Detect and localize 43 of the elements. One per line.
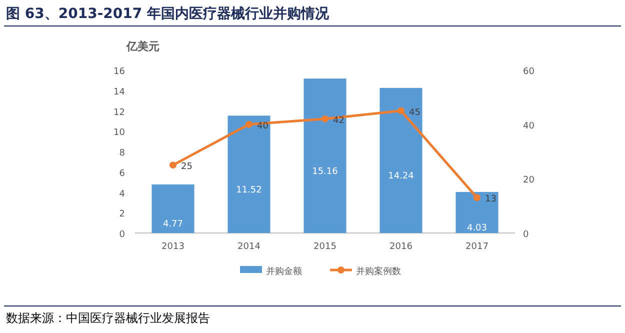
data-label: 14.24	[388, 171, 414, 182]
bar	[380, 88, 422, 233]
bar	[152, 184, 194, 233]
x-tick-label: 2014	[238, 242, 261, 252]
data-label: 45	[409, 108, 420, 118]
point	[474, 194, 480, 202]
data-label: 4.03	[466, 223, 488, 234]
source-note: 数据来源：中国医疗器械行业发展报告	[6, 311, 210, 325]
y2-tick-label: 60	[523, 67, 535, 77]
y-tick-label: 2	[119, 210, 125, 220]
x-tick-label: 2015	[314, 242, 336, 252]
y2-tick-label: 40	[523, 121, 535, 132]
data-label: 40	[257, 121, 269, 132]
x-tick-label: 2013	[162, 242, 184, 252]
y-tick-label: 4	[119, 189, 126, 200]
y-axis-title: 亿美元	[126, 40, 160, 53]
point	[322, 115, 328, 122]
data-label: 42	[333, 116, 344, 126]
data-label: 11.52	[236, 185, 262, 196]
x-tick-label: 2017	[466, 242, 488, 252]
bar	[456, 192, 498, 233]
data-label: 4.77	[162, 220, 184, 230]
data-label: 13	[485, 194, 496, 205]
y-tick-label: 14	[114, 87, 126, 98]
y2-tick-label: 0	[523, 230, 529, 240]
y-tick-label: 8	[119, 148, 126, 158]
y-tick-label: 10	[114, 128, 126, 138]
bar	[304, 78, 346, 233]
chart-title: 图 63、2013-2017 年国内医疗器械行业并购情况	[6, 5, 330, 22]
point	[170, 162, 176, 169]
x-tick-label: 2016	[390, 242, 413, 252]
y2-tick-label: 20	[523, 176, 535, 186]
legend-label: 并购金额	[266, 266, 302, 277]
point	[246, 120, 252, 128]
y-tick-label: 0	[119, 230, 126, 240]
y-tick-label: 16	[114, 67, 126, 77]
y-tick-label: 6	[119, 168, 126, 179]
data-label: 25	[181, 162, 192, 172]
bar	[228, 116, 270, 233]
y-tick-label: 12	[114, 108, 125, 118]
data-label: 15.16	[312, 166, 338, 177]
legend-label: 并购案例数	[356, 266, 401, 277]
point	[398, 107, 404, 114]
